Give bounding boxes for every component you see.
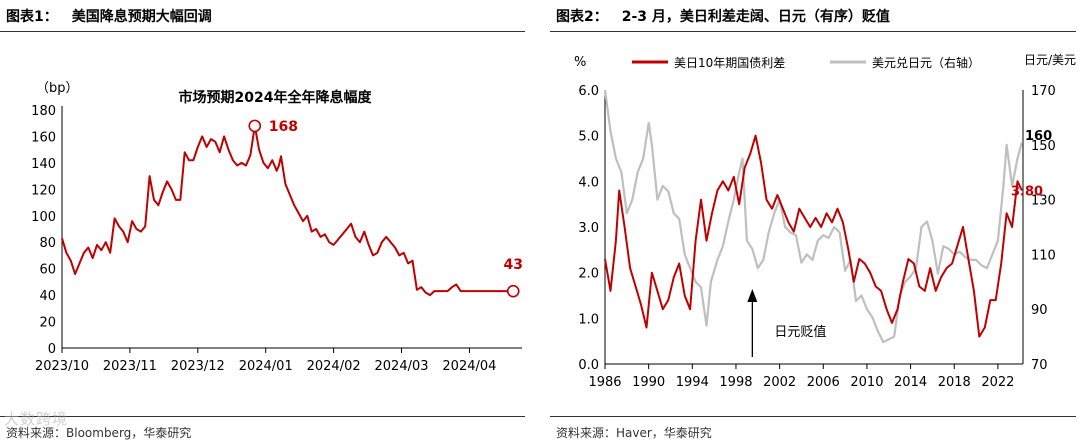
left-source-rule — [0, 416, 525, 417]
left-y-tick-label: 180 — [31, 104, 56, 119]
left-figure-panel: 图表1： 美国降息预期大幅回调 市场预期2024年全年降息幅度 （bp） 0 20 40 6… — [0, 0, 530, 447]
left-source: 资料来源：Bloomberg，华泰研究 — [6, 426, 192, 440]
left-y-unit-label: （bp） — [36, 81, 79, 96]
right-x-tick-label: 2022 — [981, 375, 1014, 390]
right-figure-title-text: 2-3 月，美日利差走阔、日元（有序）贬值 — [621, 9, 890, 25]
left-y-tick-label: 80 — [39, 236, 56, 251]
right-y-left-tick-label: 6.0 — [578, 84, 599, 99]
left-y-tick-label: 0 — [48, 342, 56, 357]
left-y-tick-label: 20 — [39, 316, 56, 331]
right-x-tick-label: 1990 — [632, 375, 665, 390]
right-y-left-unit: % — [574, 55, 586, 70]
right-y-right-unit: 日元/美元 — [1024, 53, 1076, 67]
left-annotation-label: 168 — [269, 119, 298, 135]
right-y-left-tick-label: 4.0 — [578, 175, 599, 190]
right-y-right-tick-label: 110 — [1031, 248, 1056, 263]
right-x-tick-label: 1986 — [588, 375, 621, 390]
right-figure-label: 图表2： — [556, 9, 608, 25]
legend-label-usdjpy: 美元兑日元（右轴） — [872, 55, 980, 70]
left-figure-label: 图表1： — [6, 9, 58, 25]
left-figure-title-text: 美国降息预期大幅回调 — [71, 9, 212, 25]
left-x-tick-label: 2024/04 — [442, 359, 496, 374]
left-x-tick-label: 2023/11 — [103, 359, 157, 374]
right-y-left-tick-label: 5.0 — [578, 130, 599, 145]
right-x-tick-label: 1994 — [676, 375, 709, 390]
left-y-tick-label: 100 — [31, 210, 56, 225]
left-y-tick-label: 140 — [31, 157, 56, 172]
spread-line — [604, 134, 1023, 338]
left-x-tick-label: 2024/01 — [239, 359, 293, 374]
spread-end-label: 3.80 — [1011, 184, 1043, 199]
right-figure-panel: 图表2： 2-3 月，美日利差走阔、日元（有序）贬值 % 日元/美元 美日10年期国债… — [550, 0, 1080, 447]
left-y-tick-label: 120 — [31, 183, 56, 198]
usdjpy-line — [603, 89, 1023, 344]
left-figure-title: 图表1： 美国降息预期大幅回调 — [6, 6, 226, 26]
annotation-label: 日元贬值 — [774, 324, 826, 340]
usdjpy-end-label: 160 — [1025, 129, 1052, 144]
right-x-tick-label: 2014 — [894, 375, 927, 390]
right-chart: % 日元/美元 美日10年期国债利差 美元兑日元（右轴） 0.0 1.0 2.0 3.0 4.0… — [574, 53, 1076, 390]
watermark: 大数跨境 — [4, 410, 69, 428]
left-y-tick-label: 40 — [39, 289, 56, 304]
left-y-tick-label: 60 — [39, 263, 56, 278]
right-y-left-tick-label: 0.0 — [578, 358, 599, 373]
right-y-left-tick-label: 2.0 — [578, 267, 599, 282]
right-y-left-tick-label: 3.0 — [578, 221, 599, 236]
left-title-rule — [0, 31, 525, 32]
left-x-tick-label: 2023/10 — [35, 359, 89, 374]
right-y-right-tick-label: 170 — [1031, 84, 1056, 99]
right-figure-title: 图表2： 2-3 月，美日利差走阔、日元（有序）贬值 — [556, 6, 904, 26]
annotation-arrow-head — [747, 289, 758, 302]
right-x-tick-label: 2010 — [850, 375, 883, 390]
left-x-tick-label: 2024/02 — [307, 359, 361, 374]
right-y-left-tick-label: 1.0 — [578, 312, 599, 327]
right-y-right-tick-label: 130 — [1031, 194, 1056, 209]
left-chart-title: 市场预期2024年全年降息幅度 — [179, 89, 373, 106]
right-y-right-tick-label: 150 — [1031, 139, 1056, 154]
right-y-right-tick-label: 70 — [1031, 358, 1048, 373]
right-source-rule — [550, 416, 1076, 417]
right-x-tick-label: 2002 — [763, 375, 796, 390]
right-y-right-tick-label: 90 — [1031, 303, 1048, 318]
left-annotation-marker — [506, 284, 520, 298]
right-title-rule — [550, 31, 1076, 32]
left-x-tick-label: 2024/03 — [375, 359, 429, 374]
left-x-tick-label: 2023/12 — [171, 359, 225, 374]
legend-label-spread: 美日10年期国债利差 — [674, 56, 785, 70]
right-source: 资料来源：Haver，华泰研究 — [556, 426, 712, 440]
right-x-tick-label: 2006 — [807, 375, 840, 390]
left-series-line — [61, 124, 514, 297]
right-x-tick-label: 2018 — [938, 375, 971, 390]
left-y-tick-label: 160 — [31, 130, 56, 145]
right-x-tick-label: 1998 — [719, 375, 752, 390]
left-annotation-label: 43 — [503, 257, 522, 273]
left-annotation-marker — [248, 119, 262, 133]
left-chart: 市场预期2024年全年降息幅度 （bp） 0 20 40 60 80 100 120 140 160… — [31, 81, 523, 374]
